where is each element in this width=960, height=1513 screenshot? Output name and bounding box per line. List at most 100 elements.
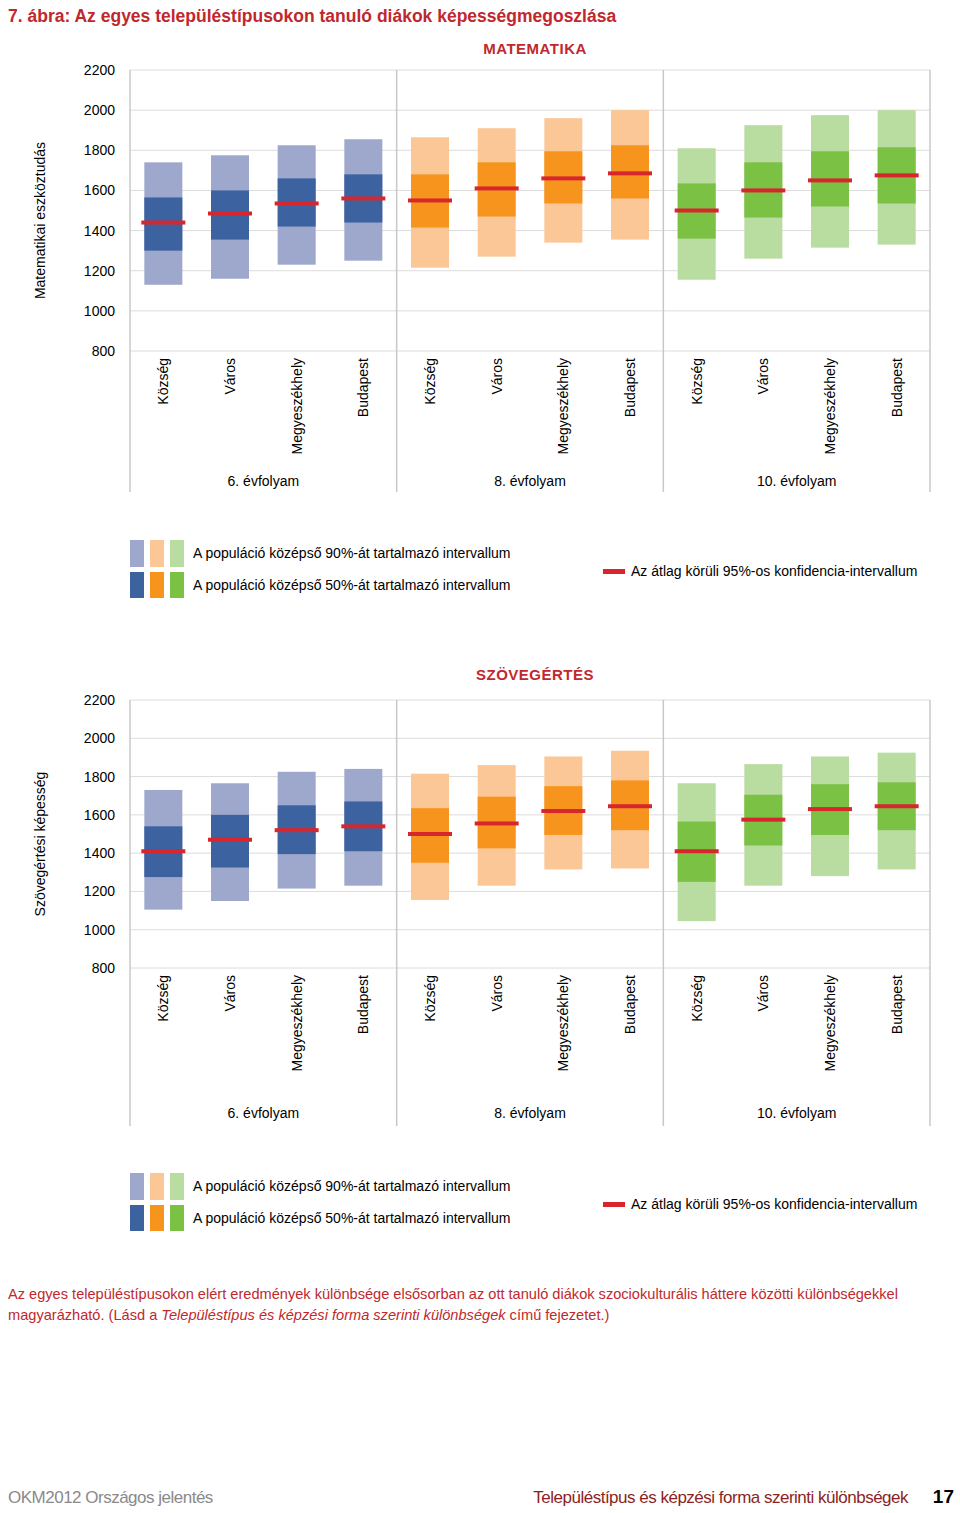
note-text: Településtípus és képzési forma szerinti… bbox=[161, 1307, 505, 1323]
legend-label: A populáció középső 50%-át tartalmazó in… bbox=[193, 1210, 511, 1226]
grid-line bbox=[130, 891, 930, 892]
mean-line bbox=[275, 201, 319, 205]
category-label: Község bbox=[689, 975, 705, 1022]
legend-swatch bbox=[130, 1173, 144, 1200]
footer-right: Településtípus és képzési forma szerinti… bbox=[533, 1488, 908, 1508]
note: Az egyes településtípusokon elért eredmé… bbox=[8, 1284, 952, 1326]
category-label: Megyeszékhely bbox=[555, 975, 571, 1072]
group-label: 8. évfolyam bbox=[494, 1105, 566, 1121]
group-separator bbox=[129, 700, 131, 1126]
grid-line bbox=[130, 270, 930, 271]
category-label: Megyeszékhely bbox=[555, 358, 571, 455]
range-90 bbox=[611, 751, 649, 869]
legend-swatch bbox=[170, 1205, 184, 1231]
category-label: Budapest bbox=[622, 975, 638, 1034]
legend-swatch bbox=[150, 1205, 164, 1231]
grid-line bbox=[130, 310, 930, 311]
mean-line bbox=[875, 173, 919, 177]
category-label: Város bbox=[755, 975, 771, 1012]
grid-line bbox=[130, 700, 930, 701]
mean-line bbox=[475, 186, 519, 190]
grid-line bbox=[130, 853, 930, 854]
y-tick-label: 1800 bbox=[84, 769, 115, 785]
y-tick-label: 1000 bbox=[84, 303, 115, 319]
marks bbox=[141, 110, 918, 285]
y-tick-label: 800 bbox=[92, 960, 116, 976]
category-label: Város bbox=[222, 358, 238, 395]
group-separator bbox=[129, 70, 131, 492]
group-label: 8. évfolyam bbox=[494, 473, 566, 489]
legend-swatch bbox=[603, 1202, 625, 1207]
range-90 bbox=[211, 155, 249, 278]
category-label: Budapest bbox=[355, 975, 371, 1034]
legend-swatch bbox=[150, 572, 164, 598]
y-tick-label: 1600 bbox=[84, 182, 115, 198]
category-label: Város bbox=[489, 358, 505, 395]
range-90 bbox=[211, 783, 249, 901]
y-axis-label: Matematikai eszköztudás bbox=[32, 142, 48, 299]
y-tick-label: 1400 bbox=[84, 845, 115, 861]
mean-line bbox=[208, 838, 252, 842]
legend-label: A populáció középső 90%-át tartalmazó in… bbox=[193, 1178, 511, 1194]
marks bbox=[141, 751, 918, 921]
y-tick-label: 2000 bbox=[84, 730, 115, 746]
category-label: Budapest bbox=[889, 358, 905, 417]
page: {"page": {"figure_title": "7. ábra: Az e… bbox=[0, 0, 960, 1513]
category-label: Község bbox=[155, 358, 171, 405]
mean-line bbox=[475, 821, 519, 825]
group-separator bbox=[396, 70, 398, 492]
page-number: 17 bbox=[933, 1486, 954, 1508]
legend-swatch bbox=[170, 540, 184, 567]
y-tick-label: 1600 bbox=[84, 807, 115, 823]
chart-title: SZÖVEGÉRTÉS bbox=[476, 666, 594, 683]
mean-line bbox=[808, 178, 852, 182]
range-90 bbox=[411, 137, 449, 267]
mean-line bbox=[875, 804, 919, 808]
group-label: 6. évfolyam bbox=[228, 473, 300, 489]
chart: MATEMATIKAMatematikai eszköztudás8001000… bbox=[32, 40, 930, 598]
grid-line bbox=[130, 70, 930, 71]
mean-line bbox=[608, 171, 652, 175]
mean-line bbox=[541, 176, 585, 180]
grid-line bbox=[130, 150, 930, 151]
mean-line bbox=[541, 809, 585, 813]
range-90 bbox=[744, 764, 782, 886]
y-tick-label: 1400 bbox=[84, 223, 115, 239]
legend-swatch bbox=[170, 1173, 184, 1200]
grid-line bbox=[130, 929, 930, 930]
mean-line bbox=[141, 221, 185, 225]
mean-line bbox=[141, 849, 185, 853]
category-label: Megyeszékhely bbox=[822, 358, 838, 455]
grid-line bbox=[130, 190, 930, 191]
grid-line bbox=[130, 351, 930, 352]
group-label: 10. évfolyam bbox=[757, 473, 836, 489]
category-label: Budapest bbox=[889, 975, 905, 1034]
category-label: Város bbox=[489, 975, 505, 1012]
note-text: című fejezetet.) bbox=[506, 1307, 610, 1323]
group-separator bbox=[663, 70, 665, 492]
figure-title: 7. ábra: Az egyes településtípusokon tan… bbox=[8, 6, 616, 26]
y-tick-label: 2200 bbox=[84, 692, 115, 708]
legend-swatch bbox=[130, 540, 144, 567]
legend-swatch bbox=[603, 569, 625, 574]
category-label: Város bbox=[222, 975, 238, 1012]
group-separator bbox=[929, 700, 931, 1126]
range-90 bbox=[878, 110, 916, 244]
legend-swatch bbox=[130, 1205, 144, 1231]
mean-line bbox=[208, 212, 252, 216]
mean-line bbox=[341, 196, 385, 200]
legend-label: A populáció középső 90%-át tartalmazó in… bbox=[193, 545, 511, 561]
mean-line bbox=[675, 849, 719, 853]
range-90 bbox=[411, 774, 449, 900]
grid-line bbox=[130, 738, 930, 739]
footer-left: OKM2012 Országos jelentés bbox=[8, 1488, 213, 1508]
grid-line bbox=[130, 110, 930, 111]
y-tick-label: 2000 bbox=[84, 102, 115, 118]
category-label: Város bbox=[755, 358, 771, 395]
grid-line bbox=[130, 968, 930, 969]
group-separator bbox=[929, 70, 931, 492]
category-label: Község bbox=[422, 975, 438, 1022]
category-label: Megyeszékhely bbox=[289, 358, 305, 455]
category-label: Község bbox=[689, 358, 705, 405]
group-separator bbox=[396, 700, 398, 1126]
